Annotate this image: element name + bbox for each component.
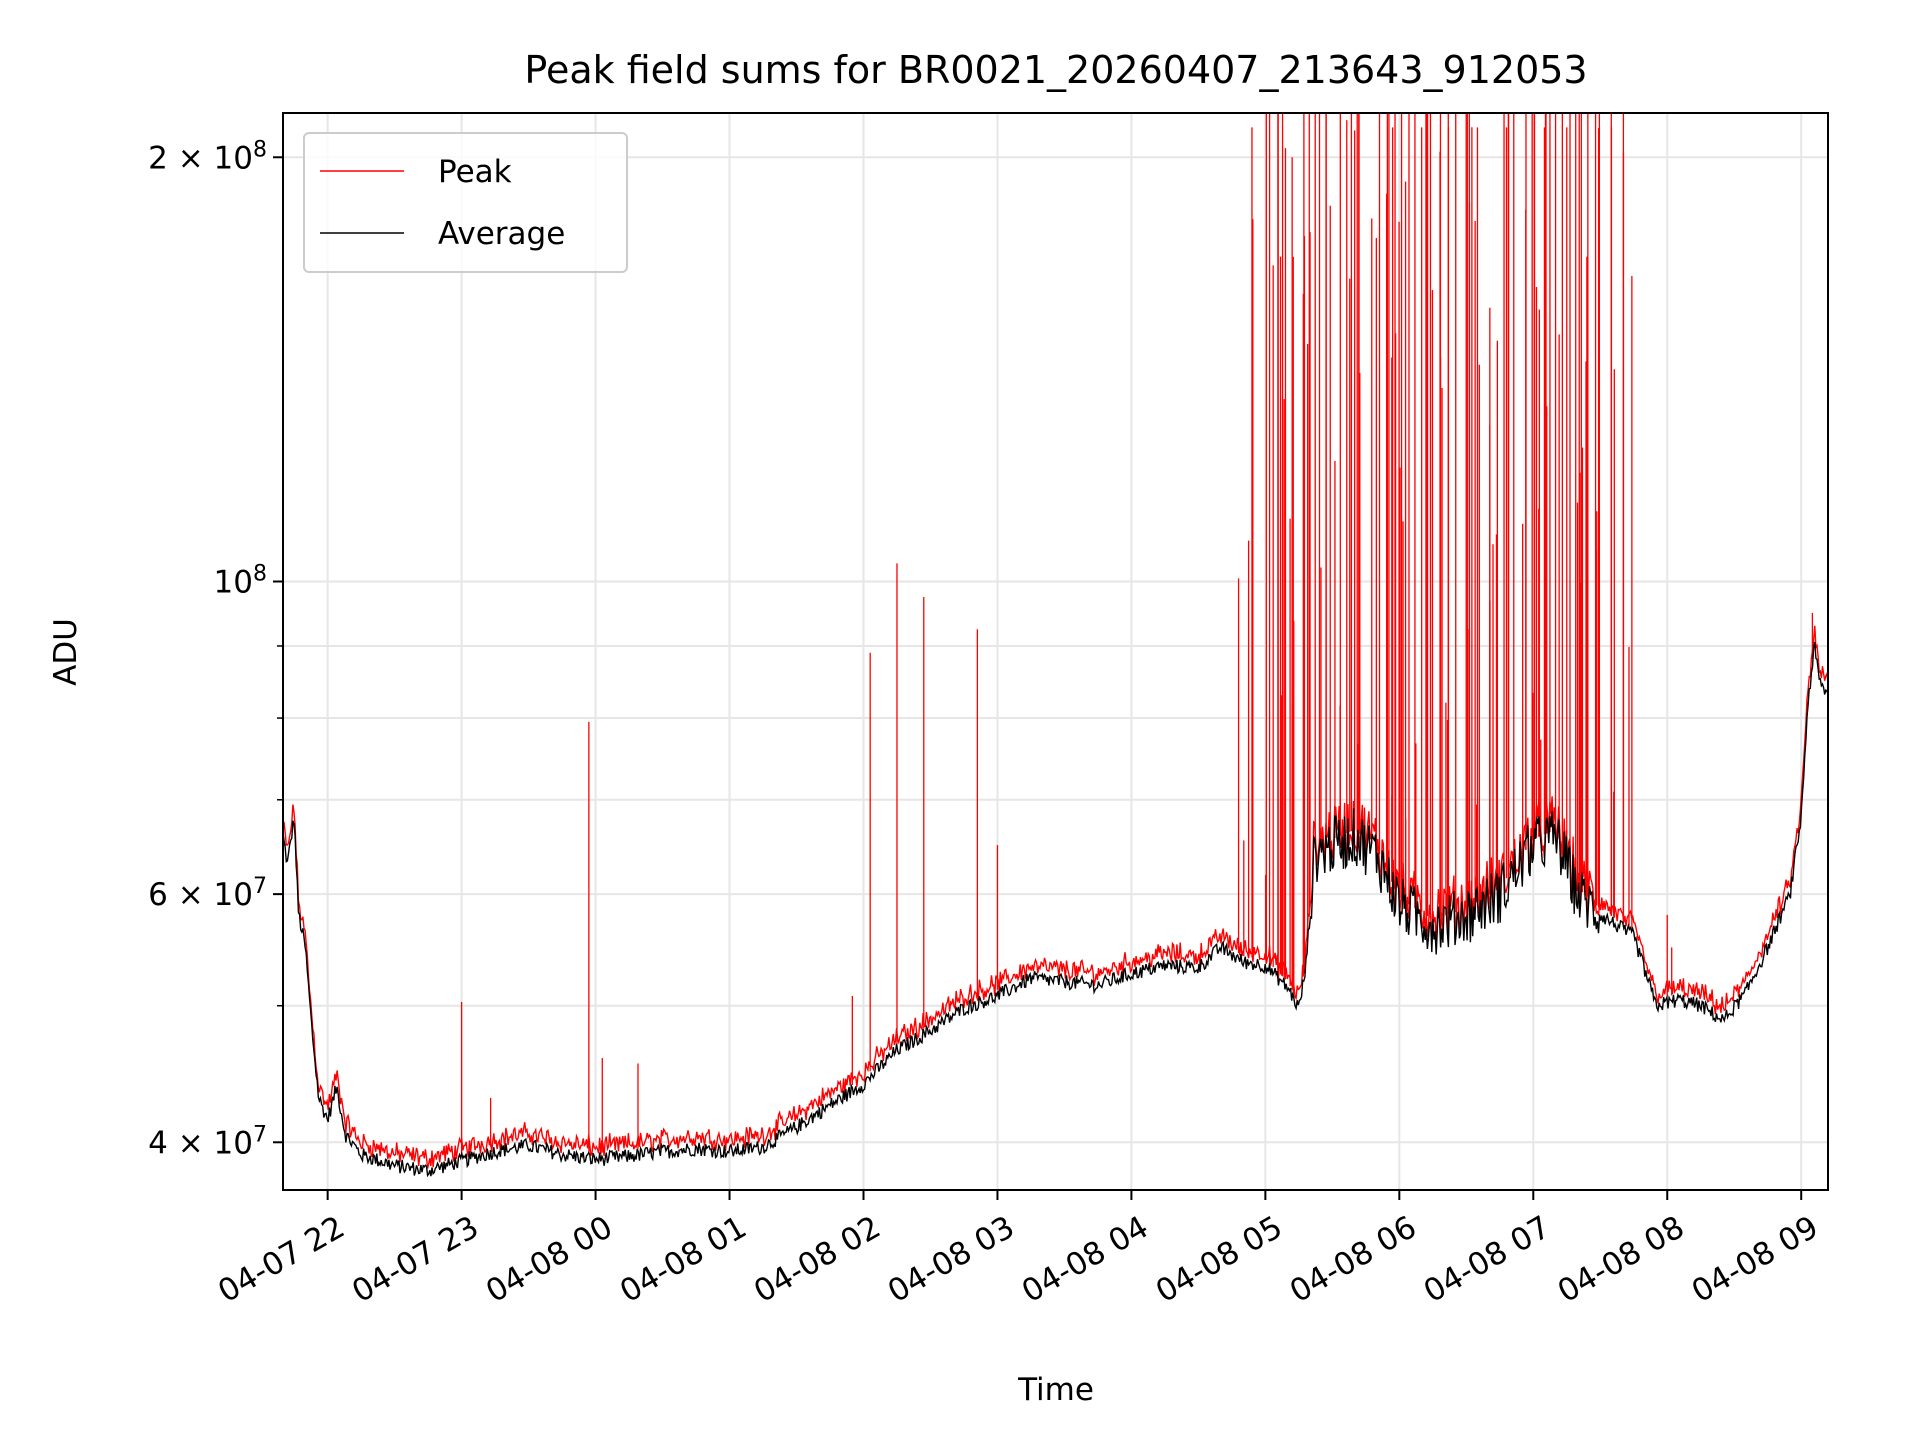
y-tick-label: 4 × 107 [148, 1122, 267, 1162]
x-axis-label: Time [1017, 1372, 1094, 1408]
legend-label-peak: Peak [438, 154, 512, 190]
legend-frame [303, 132, 628, 273]
y-tick-label: 2 × 108 [148, 137, 267, 177]
legend-label-average: Average [438, 216, 565, 252]
average-line [282, 641, 1829, 1178]
y-tick-label: 6 × 107 [148, 874, 267, 914]
chart-title: Peak field sums for BR0021_20260407_2136… [524, 48, 1587, 92]
peak-series [282, 114, 1829, 1169]
y-tick-label: 108 [214, 561, 267, 601]
legend: Peak Average [303, 132, 628, 273]
y-axis-label: ADU [48, 618, 84, 686]
average-series [282, 641, 1829, 1178]
plot-area-frame [282, 112, 1829, 1191]
